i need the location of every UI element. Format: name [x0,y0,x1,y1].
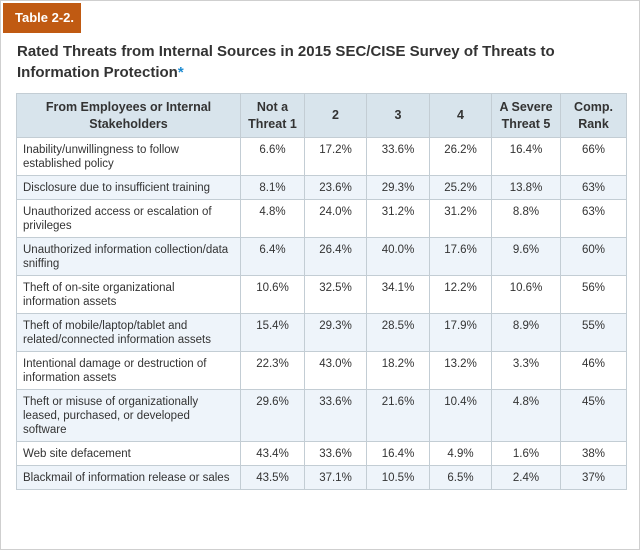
percent-cell: 17.6% [429,237,492,276]
table-row: Disclosure due to insufficient training 8… [16,175,627,200]
percent-cell: 29.3% [366,175,430,200]
percent-cell: 9.6% [491,237,561,276]
percent-cell: 33.6% [366,137,430,176]
percent-cell: 16.4% [491,137,561,176]
percent-cell: 6.4% [240,237,305,276]
threat-label: Inability/unwillingness to follow establ… [16,137,241,176]
percent-cell: 43.4% [240,441,305,466]
percent-cell: 2.4% [491,465,561,490]
percent-cell: 17.2% [304,137,367,176]
percent-cell: 6.5% [429,465,492,490]
percent-cell: 26.4% [304,237,367,276]
percent-cell: 13.8% [491,175,561,200]
percent-cell: 4.8% [240,199,305,238]
header-level-2: 2 [304,93,367,138]
threat-label: Theft of mobile/laptop/tablet and relate… [16,313,241,352]
header-level-4: 4 [429,93,492,138]
table-row: Theft of on-site organizational informat… [16,275,627,314]
percent-cell: 1.6% [491,441,561,466]
table-row: Theft or misuse of organizationally leas… [16,389,627,442]
percent-cell: 10.6% [491,275,561,314]
table-row: Unauthorized access or escalation of pri… [16,199,627,238]
footnote-asterisk[interactable]: * [177,64,184,81]
threat-label: Unauthorized information collection/data… [16,237,241,276]
percent-cell: 10.5% [366,465,430,490]
percent-cell: 24.0% [304,199,367,238]
percent-cell: 8.1% [240,175,305,200]
percent-cell: 43.0% [304,351,367,390]
percent-cell: 37.1% [304,465,367,490]
percent-cell: 33.6% [304,389,367,442]
percent-cell: 18.2% [366,351,430,390]
table-number-tag: Table 2-2. [3,3,81,33]
comp-rank-cell: 37% [560,465,627,490]
threat-label: Unauthorized access or escalation of pri… [16,199,241,238]
comp-rank-cell: 46% [560,351,627,390]
comp-rank-cell: 63% [560,175,627,200]
comp-rank-cell: 66% [560,137,627,176]
percent-cell: 10.6% [240,275,305,314]
percent-cell: 17.9% [429,313,492,352]
comp-rank-cell: 63% [560,199,627,238]
comp-rank-cell: 45% [560,389,627,442]
comp-rank-cell: 56% [560,275,627,314]
header-source: From Employees or Internal Stakeholders [16,93,241,138]
threats-table: From Employees or Internal Stakeholders … [16,93,627,490]
threat-label: Intentional damage or destruction of inf… [16,351,241,390]
table-row: Blackmail of information release or sale… [16,465,627,490]
table-row: Unauthorized information collection/data… [16,237,627,276]
percent-cell: 23.6% [304,175,367,200]
percent-cell: 8.9% [491,313,561,352]
comp-rank-cell: 38% [560,441,627,466]
table-row: Inability/unwillingness to follow establ… [16,137,627,176]
percent-cell: 31.2% [429,199,492,238]
percent-cell: 21.6% [366,389,430,442]
table-row: Intentional damage or destruction of inf… [16,351,627,390]
table-row: Theft of mobile/laptop/tablet and relate… [16,313,627,352]
comp-rank-cell: 60% [560,237,627,276]
threat-label: Theft of on-site organizational informat… [16,275,241,314]
threat-label: Theft or misuse of organizationally leas… [16,389,241,442]
percent-cell: 10.4% [429,389,492,442]
table-title-text: Rated Threats from Internal Sources in 2… [17,43,555,81]
percent-cell: 28.5% [366,313,430,352]
comp-rank-cell: 55% [560,313,627,352]
percent-cell: 29.3% [304,313,367,352]
percent-cell: 3.3% [491,351,561,390]
percent-cell: 22.3% [240,351,305,390]
header-level-3: 3 [366,93,430,138]
threat-label: Disclosure due to insufficient training [16,175,241,200]
percent-cell: 31.2% [366,199,430,238]
percent-cell: 12.2% [429,275,492,314]
header-comp-rank: Comp. Rank [560,93,627,138]
percent-cell: 33.6% [304,441,367,466]
percent-cell: 25.2% [429,175,492,200]
percent-cell: 26.2% [429,137,492,176]
percent-cell: 6.6% [240,137,305,176]
percent-cell: 13.2% [429,351,492,390]
percent-cell: 32.5% [304,275,367,314]
percent-cell: 29.6% [240,389,305,442]
header-not-a-threat: Not a Threat 1 [240,93,305,138]
percent-cell: 4.9% [429,441,492,466]
header-severe-threat: A Severe Threat 5 [491,93,561,138]
table-row: Web site defacement 43.4% 33.6% 16.4% 4.9% 1.… [16,441,627,466]
percent-cell: 43.5% [240,465,305,490]
percent-cell: 4.8% [491,389,561,442]
percent-cell: 16.4% [366,441,430,466]
percent-cell: 40.0% [366,237,430,276]
threat-label: Blackmail of information release or sale… [16,465,241,490]
table-title: Rated Threats from Internal Sources in 2… [17,41,627,83]
percent-cell: 15.4% [240,313,305,352]
threat-label: Web site defacement [16,441,241,466]
percent-cell: 8.8% [491,199,561,238]
table-header-row: From Employees or Internal Stakeholders … [16,93,627,138]
percent-cell: 34.1% [366,275,430,314]
